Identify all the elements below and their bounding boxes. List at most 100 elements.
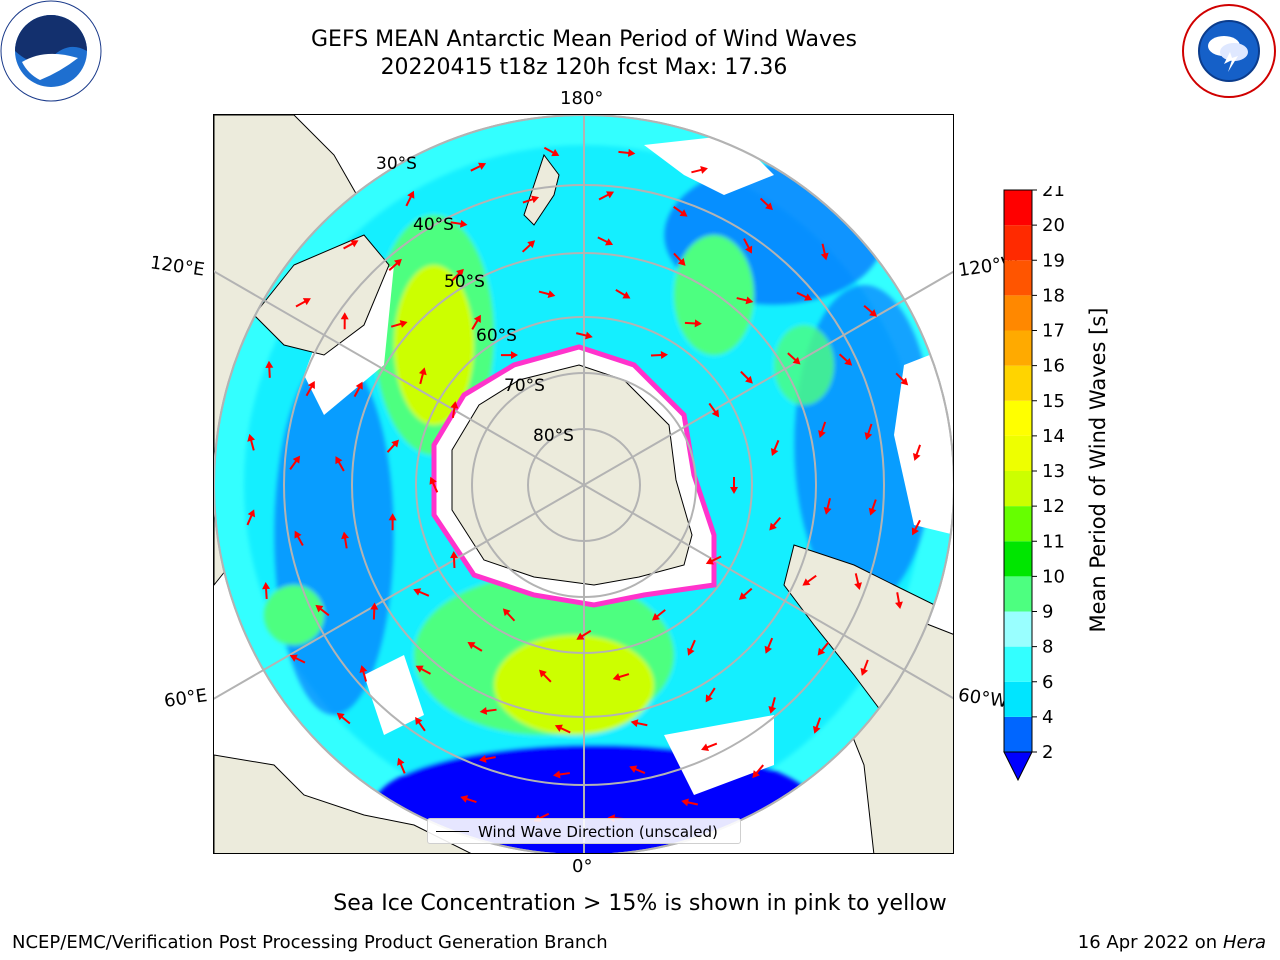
- wave-direction-arrow: [912, 444, 922, 461]
- wave-direction-arrow: [418, 367, 427, 385]
- wave-direction-arrow: [305, 380, 315, 397]
- footer-date-text: 16 Apr 2022 on: [1077, 932, 1223, 953]
- wave-direction-arrow: [598, 191, 615, 201]
- meridian-line: [214, 484, 585, 700]
- wave-direction-arrow: [895, 592, 903, 610]
- sea-ice-note: Sea Ice Concentration > 15% is shown in …: [333, 891, 947, 916]
- lat-label-40s: 40°S: [413, 215, 454, 235]
- wave-direction-arrow: [359, 665, 368, 682]
- wave-direction-arrow: [812, 717, 822, 734]
- wave-direction-arrow: [246, 509, 256, 526]
- colorbar-tick-label: 21: [1042, 186, 1065, 201]
- colorbar: 2 4 6 8 9 10 11 12 13 14 15 16 17 18 19 20 21: [1000, 180, 1090, 796]
- wave-direction-arrow: [450, 401, 459, 419]
- colorbar-swatch: [1004, 190, 1032, 226]
- wave-direction-arrow: [701, 742, 718, 751]
- colorbar-tick-label: 17: [1042, 321, 1065, 342]
- colorbar-tick-label: 19: [1042, 250, 1065, 271]
- wave-direction-arrow: [341, 531, 350, 549]
- lon-label-180: 180°: [560, 88, 604, 109]
- colorbar-extend-min: [1003, 751, 1033, 782]
- wave-direction-arrow: [460, 795, 477, 803]
- colorbar-swatch: [1004, 225, 1032, 261]
- wave-direction-arrow: [343, 240, 359, 250]
- colorbar-swatch: [1004, 646, 1032, 682]
- wave-direction-arrow: [450, 219, 468, 228]
- meridian-line: [214, 270, 585, 486]
- wave-direction-arrow: [502, 608, 516, 622]
- wave-direction-arrow: [479, 706, 497, 715]
- colorbar-tick-label: 20: [1042, 215, 1065, 236]
- wave-direction-arrow: [618, 148, 636, 157]
- wave-direction-arrow: [554, 724, 571, 734]
- wave-direction-arrow: [705, 687, 716, 703]
- wave-direction-arrow: [552, 770, 570, 779]
- meridian-line: [583, 270, 953, 486]
- wave-direction-arrow: [247, 433, 256, 451]
- colorbar-tick-label: 10: [1042, 566, 1065, 587]
- wave-direction-arrow: [911, 519, 921, 536]
- colorbar-swatch: [1004, 716, 1032, 752]
- colorbar-swatch: [1004, 506, 1032, 542]
- wave-direction-arrow: [752, 764, 764, 779]
- wave-direction-arrow: [673, 205, 688, 217]
- wave-direction-arrow: [823, 497, 832, 515]
- wave-direction-arrow: [397, 757, 406, 774]
- wave-direction-arrow: [388, 258, 402, 271]
- wave-direction-arrow: [868, 499, 877, 516]
- wave-direction-arrow: [673, 252, 686, 266]
- colorbar-tick-label: 2: [1042, 742, 1053, 763]
- wave-direction-arrow: [743, 238, 753, 254]
- colorbar-swatch: [1004, 400, 1032, 436]
- colorbar-swatch: [1004, 435, 1032, 471]
- footer-date: 16 Apr 2022 on Hera: [1078, 932, 1266, 953]
- wave-direction-arrow: [629, 765, 646, 775]
- wave-direction-arrow: [818, 421, 827, 439]
- colorbar-swatch: [1004, 471, 1032, 507]
- colorbar-swatch: [1004, 681, 1032, 717]
- wave-direction-arrow: [353, 381, 363, 398]
- wave-direction-arrow: [864, 423, 873, 441]
- wave-direction-arrow: [705, 555, 722, 565]
- wave-direction-arrow: [764, 637, 774, 654]
- wave-direction-arrow: [478, 755, 496, 763]
- graticule: [214, 115, 953, 853]
- wave-direction-arrow: [470, 162, 487, 172]
- wave-direction-arrow: [860, 659, 869, 676]
- wave-direction-arrow: [895, 372, 909, 386]
- colorbar-tick-label: 11: [1042, 531, 1065, 552]
- wave-direction-arrow: [740, 370, 753, 384]
- wave-direction-arrow: [854, 573, 862, 590]
- colorbar-swatch: [1004, 295, 1032, 331]
- wave-direction-arrow: [768, 697, 777, 714]
- wave-direction-arrow: [340, 312, 349, 330]
- map-legend: Wind Wave Direction (unscaled): [427, 818, 741, 844]
- wave-direction-arrow: [386, 439, 399, 453]
- colorbar-swatch: [1004, 541, 1032, 577]
- colorbar-tick-label: 18: [1042, 285, 1065, 306]
- wave-direction-arrow: [335, 456, 345, 472]
- wave-direction-arrow: [451, 268, 464, 282]
- wave-direction-arrow: [738, 587, 753, 600]
- wave-direction-arrow: [684, 319, 702, 328]
- wave-direction-arrow: [265, 360, 274, 378]
- wave-direction-arrow: [687, 639, 696, 656]
- lat-label-80s: 80°S: [533, 426, 574, 446]
- wave-direction-arrow: [522, 195, 540, 204]
- chart-title: GEFS MEAN Antarctic Mean Period of Wind …: [311, 27, 857, 52]
- colorbar-swatch: [1004, 260, 1032, 296]
- wave-direction-arrow: [336, 712, 351, 725]
- colorbar-tick-label: 14: [1042, 426, 1065, 447]
- wave-direction-arrow: [538, 290, 556, 298]
- wave-direction-arrow: [315, 604, 330, 617]
- wave-direction-arrow: [787, 352, 801, 365]
- wave-direction-arrow: [615, 288, 631, 299]
- legend-label: Wind Wave Direction (unscaled): [478, 823, 718, 841]
- wave-direction-arrow: [295, 298, 311, 308]
- wave-direction-arrow: [612, 673, 630, 681]
- wave-direction-arrow: [543, 146, 560, 157]
- wave-direction-arrow: [539, 669, 552, 683]
- wave-direction-arrow: [576, 629, 592, 640]
- noaa-logo: [0, 0, 102, 102]
- footer-branch: NCEP/EMC/Verification Post Processing Pr…: [12, 932, 608, 953]
